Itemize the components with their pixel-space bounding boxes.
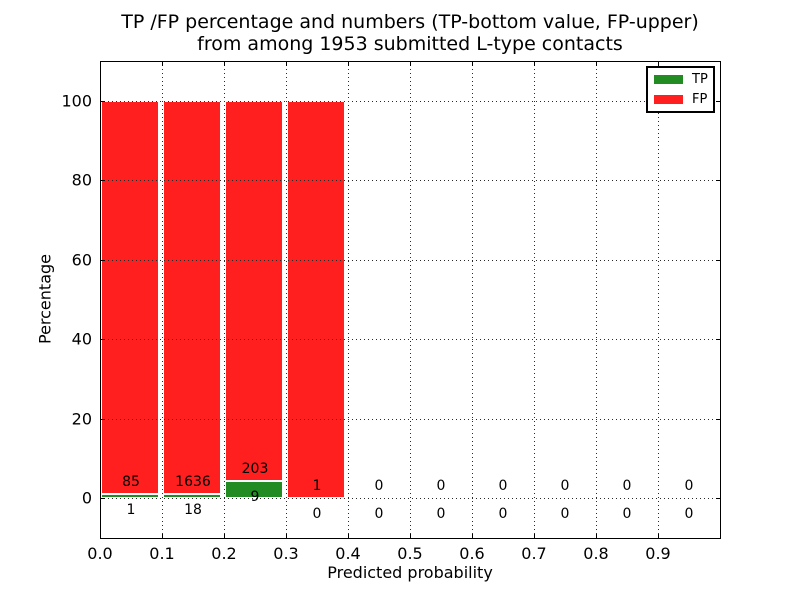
x-tick-bottom [100,534,101,538]
x-tick-top [596,62,597,66]
y-tick-label: 80 [71,170,92,190]
tp-count-label-9: 0 [684,506,694,523]
fp-count-label-1: 1636 [175,473,211,490]
fp-swatch-icon [654,95,683,104]
x-tick-label: 0.3 [273,544,299,563]
x-tick-top [100,62,101,66]
v-gridline-0.4 [348,61,349,538]
chart-title-line2: from among 1953 submitted L-type contact… [197,33,623,55]
x-axis-label: Predicted probability [327,563,493,582]
y-tick-right [716,180,720,182]
legend-label-tp: TP [692,72,708,87]
v-gridline-0.6 [472,61,473,538]
tp-count-label-6: 0 [498,506,508,523]
x-tick-label: 0.9 [645,544,671,563]
x-tick-label: 0.6 [459,544,485,563]
fp-count-label-7: 0 [560,478,570,495]
x-tick-top [286,62,287,66]
tp-count-label-7: 0 [560,506,570,523]
x-tick-top [162,62,163,66]
y-tick-right [716,339,720,341]
y-tick-label: 20 [71,409,92,429]
tp-swatch-icon [654,75,683,84]
v-gridline-0.1 [162,61,163,538]
fp-count-label-5: 0 [436,478,446,495]
x-tick-top [224,62,225,66]
fp-count-label-9: 0 [684,478,694,495]
legend-item-fp: FP [654,90,713,110]
x-tick-label: 0.5 [397,544,423,563]
tp-bar-2 [225,481,283,499]
y-tick-right [716,100,720,102]
chart-title-line1: TP /FP percentage and numbers (TP-bottom… [121,11,699,33]
y-tick-left [101,100,105,102]
fp-count-label-3: 1 [312,478,322,495]
y-tick-right [716,418,720,420]
y-tick-label: 100 [61,91,92,111]
y-tick-label: 40 [71,329,92,349]
x-tick-bottom [534,534,535,538]
x-tick-bottom [286,534,287,538]
x-tick-label: 0.2 [211,544,237,563]
legend-item-tp: TP [654,70,713,90]
x-tick-bottom [596,534,597,538]
plot-area [100,61,721,539]
y-tick-left [101,339,105,341]
x-tick-top [472,62,473,66]
x-tick-top [410,62,411,66]
v-gridline-0.3 [286,61,287,538]
v-gridline-0.7 [534,61,535,538]
x-tick-bottom [472,534,473,538]
x-tick-bottom [162,534,163,538]
fp-count-label-6: 0 [498,478,508,495]
x-tick-bottom [658,534,659,538]
y-tick-label: 60 [71,250,92,270]
x-tick-label: 0.0 [87,544,113,563]
fp-bar-2 [225,100,283,482]
x-tick-label: 0.8 [583,544,609,563]
x-tick-bottom [410,534,411,538]
x-tick-label: 0.4 [335,544,361,563]
tp-count-label-4: 0 [374,506,384,523]
fp-bar-1 [163,100,221,494]
v-gridline-0.2 [224,61,225,538]
x-tick-label: 0.7 [521,544,547,563]
x-tick-top [348,62,349,66]
v-gridline-0.9 [658,61,659,538]
x-tick-top [658,62,659,66]
tp-bar-0 [101,493,159,499]
fp-count-label-4: 0 [374,478,384,495]
legend-label-fp: FP [692,92,708,107]
fp-count-label-2: 203 [241,461,269,478]
x-tick-label: 0.1 [149,544,175,563]
fp-count-label-0: 85 [122,473,140,490]
y-tick-left [101,498,105,500]
y-tick-right [716,259,720,261]
y-tick-left [101,418,105,420]
tp-count-label-2: 9 [250,489,260,506]
x-tick-bottom [348,534,349,538]
y-tick-label: 0 [81,488,92,508]
tp-count-label-8: 0 [622,506,632,523]
v-gridline-0.8 [596,61,597,538]
tp-count-label-5: 0 [436,506,446,523]
fp-bar-0 [101,100,159,494]
tp-count-label-0: 1 [126,501,136,518]
tp-bar-1 [163,493,221,499]
fp-bar-3 [287,100,345,499]
tp-count-label-1: 18 [184,501,202,518]
y-tick-left [101,259,105,261]
y-tick-left [101,180,105,182]
y-tick-right [716,498,720,500]
x-tick-bottom [224,534,225,538]
v-gridline-0.5 [410,61,411,538]
legend: TP FP [646,66,715,113]
x-tick-top [534,62,535,66]
tp-count-label-3: 0 [312,506,322,523]
fp-count-label-8: 0 [622,478,632,495]
